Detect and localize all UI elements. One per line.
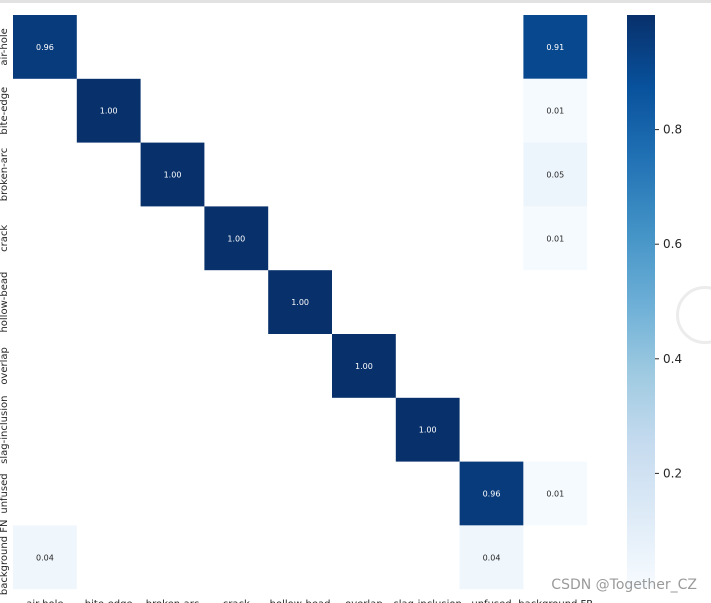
heatmap-cell-3-8 (523, 206, 588, 271)
cell-value-label: 0.04 (483, 553, 501, 562)
y-axis-tick-labels: air-hole bite-edge broken-arc crack hollow-b… (0, 28, 10, 595)
cell-value-label: 1.00 (227, 234, 245, 243)
heatmap-cell-2-2 (140, 142, 205, 207)
heatmap-cells: 0.96 0.91 1.00 0.01 1.00 0.05 1.00 0.01 1.00 1.00… (13, 15, 588, 590)
cell-value-label: 0.01 (546, 234, 564, 243)
cell-value-label: 1.00 (419, 426, 437, 435)
colorbar (627, 15, 655, 588)
y-tick-label: unfused (0, 473, 10, 513)
y-tick-label: broken-arc (0, 148, 10, 201)
x-tick-label: crack (223, 599, 250, 603)
heatmap-cell-1-8 (523, 78, 588, 143)
window-top-border (0, 0, 711, 3)
x-tick-label: overlap (345, 599, 383, 603)
cell-value-label: 0.96 (36, 43, 54, 52)
y-tick-label: crack (0, 225, 10, 252)
x-tick-label: hollow-bead (270, 599, 331, 603)
y-tick-label: air-hole (0, 28, 10, 65)
x-tick-label: unfused (471, 599, 511, 603)
y-tick-label: overlap (0, 347, 10, 385)
heatmap-cell-4-4 (268, 270, 332, 334)
colorbar-tick-label: 0.8 (663, 123, 682, 137)
cell-value-label: 0.96 (483, 490, 501, 499)
x-tick-label: bite-edge (85, 599, 133, 603)
y-tick-label: background FN (0, 520, 10, 596)
colorbar-gradient (627, 15, 655, 588)
cell-value-label: 0.01 (546, 107, 564, 116)
heatmap-cell-8-7 (459, 525, 524, 590)
cell-value-label: 1.00 (291, 298, 309, 307)
x-tick-label: background FP (518, 599, 592, 603)
heatmap-cell-0-8 (523, 15, 588, 79)
colorbar-tick-label: 0.2 (663, 466, 682, 480)
x-tick-label: air-hole (26, 599, 63, 603)
y-tick-label: bite-edge (0, 87, 10, 135)
cell-value-label: 1.00 (164, 171, 182, 180)
x-axis-tick-labels: air-hole bite-edge broken-arc crack hollow-b… (26, 599, 592, 603)
watermark-text: CSDN @Together_CZ (551, 577, 697, 593)
heatmap-cell-8-0 (13, 525, 77, 590)
y-tick-label: slag-inclusion (0, 396, 10, 464)
x-tick-label: broken-arc (146, 599, 199, 603)
heatmap-cell-7-7 (459, 461, 524, 526)
colorbar-tick-label: 0.6 (663, 237, 682, 251)
heatmap-cell-0-0 (13, 15, 77, 79)
colorbar-ticks: 0.2 0.4 0.6 0.8 (655, 123, 682, 480)
cell-value-label: 1.00 (355, 362, 373, 371)
heatmap-cell-2-8 (523, 142, 588, 207)
heatmap-cell-7-8 (523, 461, 588, 526)
colorbar-tick-label: 0.4 (663, 352, 682, 366)
cell-value-label: 0.04 (36, 553, 54, 562)
x-tick-label: slag-inclusion (394, 599, 462, 603)
heatmap-cell-3-3 (204, 206, 269, 271)
heatmap-cell-1-1 (76, 78, 141, 143)
cell-value-label: 0.01 (546, 490, 564, 499)
cell-value-label: 0.05 (546, 171, 564, 180)
cell-value-label: 1.00 (100, 107, 118, 116)
heatmap-cell-6-6 (395, 397, 460, 462)
cell-value-label: 0.91 (546, 43, 564, 52)
heatmap-cell-5-5 (332, 334, 396, 398)
y-tick-label: hollow-bead (0, 272, 10, 333)
